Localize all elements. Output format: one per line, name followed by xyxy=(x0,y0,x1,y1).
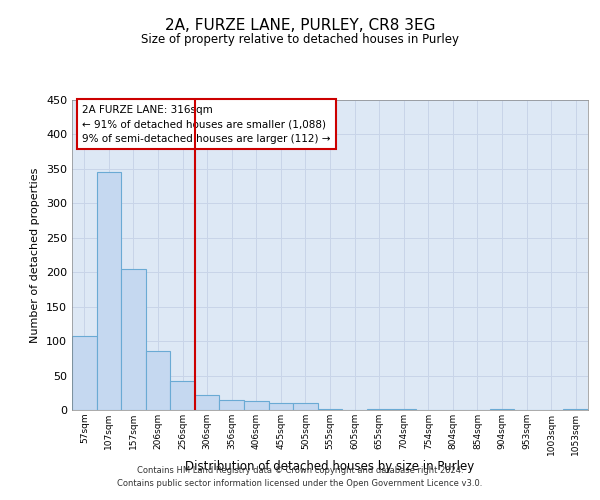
X-axis label: Distribution of detached houses by size in Purley: Distribution of detached houses by size … xyxy=(185,460,475,473)
Bar xyxy=(269,403,293,410)
Bar xyxy=(121,269,146,410)
Y-axis label: Number of detached properties: Number of detached properties xyxy=(31,168,40,342)
Bar xyxy=(170,381,195,410)
Text: 2A FURZE LANE: 316sqm
← 91% of detached houses are smaller (1,088)
9% of semi-de: 2A FURZE LANE: 316sqm ← 91% of detached … xyxy=(82,104,331,144)
Text: Contains HM Land Registry data © Crown copyright and database right 2024.
Contai: Contains HM Land Registry data © Crown c… xyxy=(118,466,482,487)
Bar xyxy=(318,408,342,410)
Bar xyxy=(367,408,391,410)
Text: 2A, FURZE LANE, PURLEY, CR8 3EG: 2A, FURZE LANE, PURLEY, CR8 3EG xyxy=(165,18,435,32)
Bar xyxy=(244,401,269,410)
Bar xyxy=(97,172,121,410)
Bar xyxy=(195,395,220,410)
Bar xyxy=(293,403,318,410)
Text: Size of property relative to detached houses in Purley: Size of property relative to detached ho… xyxy=(141,32,459,46)
Bar xyxy=(146,352,170,410)
Bar xyxy=(72,336,97,410)
Bar xyxy=(220,400,244,410)
Bar xyxy=(391,408,416,410)
